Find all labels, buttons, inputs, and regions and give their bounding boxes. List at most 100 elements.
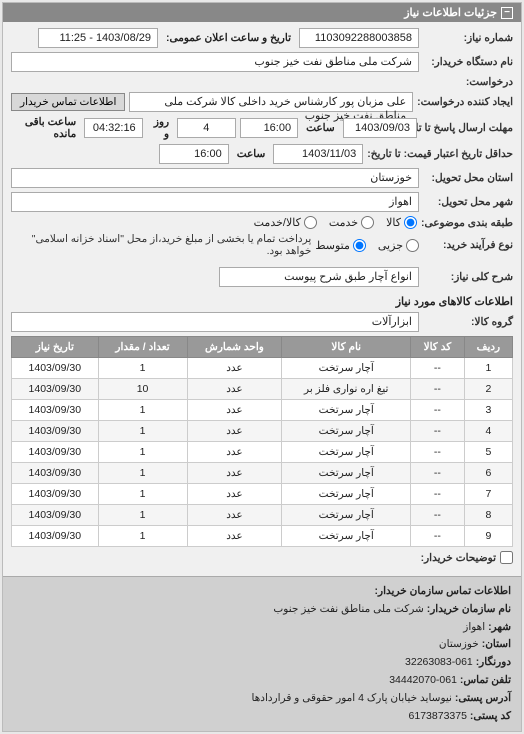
table-cell: عدد: [187, 400, 282, 421]
process-type-label: نوع فرآیند خرید:: [423, 239, 513, 251]
req-no-field: 1103092288003858: [299, 28, 419, 48]
table-cell: آچار سرتخت: [282, 484, 411, 505]
buyer-notes-label: توضیحات خریدار:: [421, 552, 496, 564]
days-label: روز و: [151, 116, 169, 140]
table-cell: عدد: [187, 442, 282, 463]
table-cell: 1403/09/30: [12, 400, 99, 421]
table-cell: 6: [464, 463, 512, 484]
validity-time-field: 16:00: [159, 144, 229, 164]
table-header: تاریخ نیاز: [12, 337, 99, 358]
table-row: 2--تیغ اره نواری فلز برعدد101403/09/30: [12, 379, 513, 400]
table-cell: 1403/09/30: [12, 442, 99, 463]
radio-khadmat[interactable]: خدمت: [329, 216, 374, 229]
process-note: پرداخت تمام یا بخشی از مبلغ خرید،از محل …: [11, 233, 311, 257]
table-header: ردیف: [464, 337, 512, 358]
panel-title: جزئیات اطلاعات نیاز: [404, 6, 497, 19]
goods-table-wrap: پایگاه ساها، سامانه مناقصات، مزایدات و ا…: [11, 336, 513, 547]
footer-province: خوزستان: [439, 638, 479, 650]
table-cell: 1: [98, 442, 187, 463]
table-cell: --: [411, 358, 465, 379]
footer-fax: 061-32263083: [405, 656, 473, 668]
pubdate-label: تاریخ و ساعت اعلان عمومی:: [166, 32, 291, 44]
buyer-notes-checkbox[interactable]: [500, 551, 513, 564]
table-cell: 1: [98, 505, 187, 526]
footer-info: اطلاعات تماس سازمان خریدار: نام سازمان خ…: [3, 576, 521, 731]
table-header: کد کالا: [411, 337, 465, 358]
table-cell: 1403/09/30: [12, 421, 99, 442]
deadline-date-field: 1403/09/03: [343, 118, 417, 138]
table-cell: آچار سرتخت: [282, 526, 411, 547]
remain-time-field: 04:32:16: [84, 118, 142, 138]
table-cell: 4: [464, 421, 512, 442]
table-cell: عدد: [187, 484, 282, 505]
table-cell: عدد: [187, 421, 282, 442]
table-cell: 8: [464, 505, 512, 526]
table-cell: --: [411, 400, 465, 421]
table-cell: --: [411, 463, 465, 484]
footer-city: اهواز: [463, 621, 485, 633]
province-label: استان محل تحویل:: [423, 172, 513, 184]
topic-radio-group: کالا خدمت کالا/خدمت: [254, 216, 417, 229]
table-cell: 1403/09/30: [12, 379, 99, 400]
table-cell: عدد: [187, 379, 282, 400]
radio-jozei[interactable]: جزیی: [378, 239, 419, 252]
table-row: 9--آچار سرتختعدد11403/09/30: [12, 526, 513, 547]
table-cell: 1: [98, 526, 187, 547]
req-no-label: شماره نیاز:: [423, 32, 513, 44]
table-row: 6--آچار سرتختعدد11403/09/30: [12, 463, 513, 484]
footer-org: شرکت ملی مناطق نفت خیز جنوب: [273, 603, 423, 615]
creator-label: ایجاد کننده درخواست:: [417, 96, 513, 108]
desc-label: شرح کلی نیاز:: [423, 271, 513, 283]
validity-date-field: 1403/11/03: [273, 144, 363, 164]
table-cell: آچار سرتخت: [282, 442, 411, 463]
table-cell: عدد: [187, 463, 282, 484]
table-cell: 1403/09/30: [12, 526, 99, 547]
table-row: 1--آچار سرتختعدد11403/09/30: [12, 358, 513, 379]
table-cell: آچار سرتخت: [282, 421, 411, 442]
table-cell: آچار سرتخت: [282, 358, 411, 379]
footer-postal: 6173873375: [409, 710, 467, 722]
radio-kala[interactable]: کالا: [386, 216, 417, 229]
table-header: تعداد / مقدار: [98, 337, 187, 358]
table-header: نام کالا: [282, 337, 411, 358]
table-header: واحد شمارش: [187, 337, 282, 358]
radio-kalakhadmat[interactable]: کالا/خدمت: [254, 216, 317, 229]
group-label: گروه کالا:: [423, 316, 513, 328]
table-cell: عدد: [187, 505, 282, 526]
desc-field: انواع آچار طبق شرح پیوست: [219, 267, 419, 287]
table-cell: 10: [98, 379, 187, 400]
remain-days-field: 4: [177, 118, 235, 138]
deadline-label: مهلت ارسال پاسخ تا تاریخ:: [421, 122, 513, 134]
table-cell: 1: [464, 358, 512, 379]
table-cell: 1403/09/30: [12, 463, 99, 484]
table-row: 4--آچار سرتختعدد11403/09/30: [12, 421, 513, 442]
buyer-name-label: نام دستگاه خریدار:: [423, 56, 513, 68]
time-label-2: ساعت: [237, 148, 266, 160]
table-cell: 2: [464, 379, 512, 400]
contact-buyer-button[interactable]: اطلاعات تماس خریدار: [11, 93, 125, 111]
table-cell: 9: [464, 526, 512, 547]
process-radio-group: جزیی متوسط: [315, 239, 419, 252]
table-row: 7--آچار سرتختعدد11403/09/30: [12, 484, 513, 505]
province-field: خوزستان: [11, 168, 419, 188]
table-row: 5--آچار سرتختعدد11403/09/30: [12, 442, 513, 463]
deadline-time-field: 16:00: [240, 118, 298, 138]
table-cell: آچار سرتخت: [282, 400, 411, 421]
goods-table: ردیفکد کالانام کالاواحد شمارشتعداد / مقد…: [11, 336, 513, 547]
table-cell: 7: [464, 484, 512, 505]
table-row: 8--آچار سرتختعدد11403/09/30: [12, 505, 513, 526]
radio-motavaset[interactable]: متوسط: [315, 239, 366, 252]
topic-label: طبقه بندی موضوعی:: [421, 217, 513, 229]
table-cell: 1403/09/30: [12, 358, 99, 379]
table-cell: 1: [98, 400, 187, 421]
table-cell: --: [411, 379, 465, 400]
footer-title: اطلاعات تماس سازمان خریدار:: [375, 585, 511, 597]
table-cell: 1: [98, 358, 187, 379]
buyer-name-field: شرکت ملی مناطق نفت خیز جنوب: [11, 52, 419, 72]
goods-info-title: اطلاعات کالاهای مورد نیاز: [11, 295, 513, 308]
time-label-1: ساعت: [306, 122, 335, 134]
validity-label: حداقل تاریخ اعتبار قیمت: تا تاریخ:: [367, 148, 513, 160]
table-cell: آچار سرتخت: [282, 463, 411, 484]
footer-phone: 061-34442070: [389, 674, 457, 686]
collapse-icon[interactable]: −: [501, 7, 513, 19]
